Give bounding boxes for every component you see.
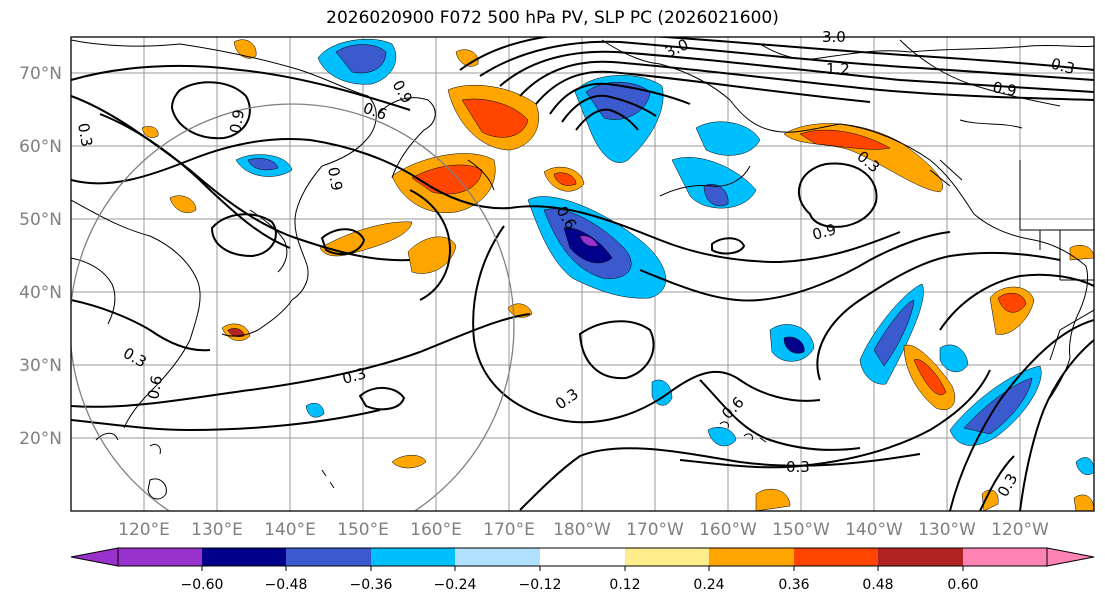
colorbar-extend-min (70, 547, 119, 567)
lon-label: 150°W (772, 520, 830, 540)
colorbar-swatch (625, 548, 709, 566)
contour-label: 0.3 (1049, 54, 1077, 78)
colorbar-tick-label: −0.24 (434, 577, 477, 593)
pv-positive-area (391, 455, 427, 469)
colorbar-swatch (794, 548, 878, 566)
colorbar: −0.60 −0.48 −0.36 −0.24 −0.12 0.12 0.24 … (70, 547, 1095, 593)
pv-negative-area (873, 299, 915, 367)
lat-label: 20°N (19, 429, 62, 449)
colorbar-tick-label: 0.60 (947, 577, 978, 593)
lon-label: 130°W (918, 520, 976, 540)
contour-label: 0.3 (786, 458, 810, 476)
lon-label: 140°W (845, 520, 903, 540)
contour-label: 0.9 (324, 166, 346, 193)
colorbar-tick-label: 0.12 (609, 577, 640, 593)
colorbar-tick-label: −0.60 (181, 577, 224, 593)
pv-negative-area (963, 377, 1033, 435)
pv-positive-area (169, 195, 197, 213)
colorbar-tick-label: −0.48 (265, 577, 308, 593)
lat-label: 40°N (19, 283, 62, 303)
pv-positive-area (553, 172, 577, 186)
pv-negative-area (1075, 457, 1094, 475)
lon-label: 150°E (337, 520, 389, 540)
lat-label: 60°N (19, 137, 62, 157)
pv-positive-area (233, 39, 257, 59)
contour-label: 0.6 (144, 374, 166, 401)
lat-label: 70°N (19, 64, 62, 84)
colorbar-tick-label: 0.36 (778, 577, 809, 593)
pv-negative-area (939, 344, 969, 372)
contour-label: 0.9 (810, 220, 838, 244)
radius-circle (71, 103, 515, 511)
pv-positive-area (227, 328, 245, 337)
colorbar-tick-label: 0.24 (693, 577, 724, 593)
lat-label: 50°N (19, 210, 62, 230)
colorbar-extend-max (1046, 547, 1095, 567)
pv-negative-area (671, 157, 757, 209)
colorbar-swatch (371, 548, 455, 566)
pv-positive-area (799, 129, 891, 150)
contour-label: 0.3 (340, 364, 368, 388)
lon-label: 170°W (626, 520, 684, 540)
pv-negative-area (579, 235, 599, 247)
latitude-labels: 70°N 60°N 50°N 40°N 30°N 20°N (19, 64, 62, 449)
colorbar-swatch (286, 548, 371, 566)
contour-label: 0.9 (226, 108, 248, 135)
pv-negative-area (707, 427, 737, 447)
pv-negative-area (335, 44, 387, 74)
pv-negative-area (305, 403, 325, 418)
pv-positive-area (997, 292, 1027, 313)
pv-positive-area (981, 489, 999, 511)
pv-negative-area (703, 184, 729, 207)
slp-contours (71, 37, 1094, 511)
lon-label: 140°E (264, 520, 316, 540)
contour-label: 0.3 (74, 122, 96, 149)
colorbar-swatch (202, 548, 286, 566)
lon-label: 130°E (191, 520, 243, 540)
pv-positive-area (1073, 494, 1094, 511)
pv-positive-area (755, 488, 791, 511)
map-title: 2026020900 F072 500 hPa PV, SLP PC (2026… (326, 8, 779, 28)
lat-label: 30°N (19, 356, 62, 376)
pv-negative-area (783, 336, 805, 354)
pv-shading (141, 38, 1094, 511)
map-frame (70, 36, 1095, 512)
pv-positive-area (407, 236, 457, 274)
lon-label: 160°E (410, 520, 462, 540)
colorbar-tick-label: 0.48 (862, 577, 893, 593)
pv-positive-area (1069, 245, 1094, 261)
colorbar-swatch (709, 548, 794, 566)
lon-label: 180°W (553, 520, 611, 540)
contour-label: 1.2 (826, 60, 850, 78)
colorbar-swatch (455, 548, 540, 566)
lon-label: 170°E (483, 520, 535, 540)
pv-negative-area (695, 121, 761, 156)
contour-label: 0.9 (991, 78, 1018, 100)
colorbar-outline (117, 547, 1048, 567)
lon-label: 160°W (699, 520, 757, 540)
lon-label: 120°E (118, 520, 170, 540)
colorbar-swatch (963, 548, 1047, 566)
colorbar-tick-label: −0.12 (519, 577, 562, 593)
colorbar-swatch (878, 548, 963, 566)
colorbar-swatch (118, 548, 202, 566)
pv-positive-area (319, 221, 413, 257)
colorbar-swatch (540, 548, 625, 566)
pv-positive-area (913, 359, 947, 396)
pv-negative-area (247, 158, 279, 171)
longitude-labels: 120°E 130°E 140°E 150°E 160°E 170°E 180°… (118, 520, 1049, 540)
lon-label: 120°W (991, 520, 1049, 540)
pv-positive-area (461, 98, 529, 138)
colorbar-tick-label: −0.36 (350, 577, 393, 593)
pv-positive-area (141, 126, 159, 138)
